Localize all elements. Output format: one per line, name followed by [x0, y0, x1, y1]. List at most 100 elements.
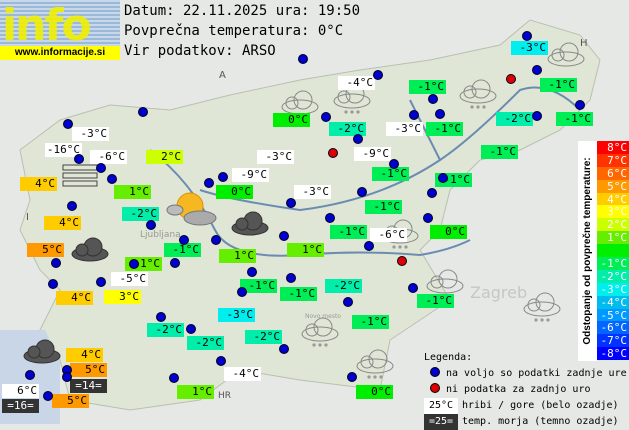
station-dot[interactable] [179, 235, 189, 245]
station-temperature-label: -1°C [540, 78, 577, 92]
station-temperature-label: -2°C [187, 336, 224, 350]
logo-url[interactable]: www.informacije.si [0, 46, 120, 60]
station-temperature-label: 1°C [114, 185, 151, 199]
station-dot[interactable] [237, 287, 247, 297]
legend-missing: ni podatka za zadnjo uro [446, 384, 591, 395]
map-label-hungary: H [580, 38, 588, 49]
dark-cloud-icon [231, 211, 269, 236]
station-dot[interactable] [279, 231, 289, 241]
station-dot[interactable] [43, 391, 53, 401]
station-temperature-label: 0°C [430, 225, 467, 239]
station-dot[interactable] [435, 109, 445, 119]
station-no-data-dot[interactable] [506, 74, 516, 84]
station-dot[interactable] [428, 94, 438, 104]
station-dot[interactable] [321, 112, 331, 122]
station-dot[interactable] [107, 174, 117, 184]
mountain-temperature-label: -9°C [354, 147, 391, 161]
data-source-line: Vir podatkov: ARSO [124, 43, 276, 59]
station-dot[interactable] [409, 110, 419, 120]
snow-cloud-icon [333, 84, 371, 114]
scale-step: -7°C [597, 334, 629, 347]
legend-mountain-sample: 25°C [424, 398, 458, 414]
mountain-temperature-label: -3°C [257, 150, 294, 164]
station-dot[interactable] [347, 372, 357, 382]
station-temperature-label: -1°C [240, 279, 277, 293]
station-dot[interactable] [186, 324, 196, 334]
station-dot[interactable] [364, 241, 374, 251]
station-dot[interactable] [170, 258, 180, 268]
station-dot[interactable] [575, 100, 585, 110]
station-dot[interactable] [25, 370, 35, 380]
station-no-data-dot[interactable] [397, 256, 407, 266]
station-dot[interactable] [532, 65, 542, 75]
station-dot[interactable] [48, 279, 58, 289]
map-label-croatia: HR [218, 391, 231, 401]
station-dot[interactable] [74, 154, 84, 164]
legend-sea-sample: =25= [424, 414, 458, 430]
station-dot[interactable] [156, 312, 166, 322]
mountain-temperature-label: -5°C [111, 272, 148, 286]
station-temperature-label: -1°C [330, 225, 367, 239]
station-temperature-label: -1°C [280, 287, 317, 301]
station-dot[interactable] [427, 188, 437, 198]
station-temperature-label: -1°C [481, 145, 518, 159]
scale-step: 2°C [597, 218, 629, 231]
station-temperature-label: -1°C [556, 112, 593, 126]
legend-title: Legenda: [424, 352, 473, 363]
station-dot[interactable] [247, 267, 257, 277]
station-dot[interactable] [325, 213, 335, 223]
station-dot[interactable] [146, 220, 156, 230]
station-dot[interactable] [279, 344, 289, 354]
station-dot[interactable] [373, 70, 383, 80]
station-temperature-label: 5°C [27, 243, 64, 257]
station-temperature-label: 0°C [356, 385, 393, 399]
map-label-italy: I [26, 212, 29, 223]
station-dot[interactable] [96, 163, 106, 173]
station-dot[interactable] [129, 259, 139, 269]
cloud-icon [547, 42, 585, 67]
station-dot[interactable] [357, 187, 367, 197]
station-dot[interactable] [343, 297, 353, 307]
station-dot[interactable] [438, 173, 448, 183]
legend-available: na voljo so podatki zadnje ure [446, 368, 627, 379]
scale-step: 8°C [597, 141, 629, 154]
legend-sea-text: temp. morja (temno ozadje) [462, 416, 619, 427]
station-dot[interactable] [62, 372, 72, 382]
station-dot[interactable] [67, 201, 77, 211]
station-dot[interactable] [63, 119, 73, 129]
station-dot[interactable] [211, 235, 221, 245]
mountain-temperature-label: -16°C [45, 143, 82, 157]
logo[interactable]: info www.informacije.si [0, 0, 120, 60]
station-temperature-label: 5°C [70, 363, 107, 377]
station-dot[interactable] [532, 111, 542, 121]
station-dot[interactable] [204, 178, 214, 188]
station-dot[interactable] [51, 258, 61, 268]
station-dot[interactable] [216, 356, 226, 366]
station-dot[interactable] [423, 213, 433, 223]
station-dot[interactable] [522, 31, 532, 41]
station-temperature-label: 3°C [104, 290, 141, 304]
station-no-data-dot[interactable] [328, 148, 338, 158]
average-temperature-line: Povprečna temperatura: 0°C [124, 23, 344, 39]
station-dot[interactable] [286, 198, 296, 208]
station-dot[interactable] [169, 373, 179, 383]
station-temperature-label: -1°C [164, 243, 201, 257]
station-dot[interactable] [218, 172, 228, 182]
scale-title: Odstopanje od povprečne temperature: [578, 141, 597, 361]
station-temperature-label: 1°C [287, 243, 324, 257]
station-dot[interactable] [353, 134, 363, 144]
legend-mountain-text: hribi / gore (belo ozadje) [462, 400, 619, 411]
station-dot[interactable] [96, 277, 106, 287]
station-dot[interactable] [389, 159, 399, 169]
station-temperature-label: 1°C [219, 249, 256, 263]
scale-step: -1°C [597, 257, 629, 270]
station-dot[interactable] [138, 107, 148, 117]
scale-step: 1°C [597, 231, 629, 244]
station-dot[interactable] [408, 283, 418, 293]
station-temperature-label: -2°C [329, 122, 366, 136]
station-dot[interactable] [286, 273, 296, 283]
station-temperature-label: 0°C [216, 185, 253, 199]
scale-step: 6°C [597, 166, 629, 180]
station-temperature-label: -2°C [122, 207, 159, 221]
station-dot[interactable] [298, 54, 308, 64]
